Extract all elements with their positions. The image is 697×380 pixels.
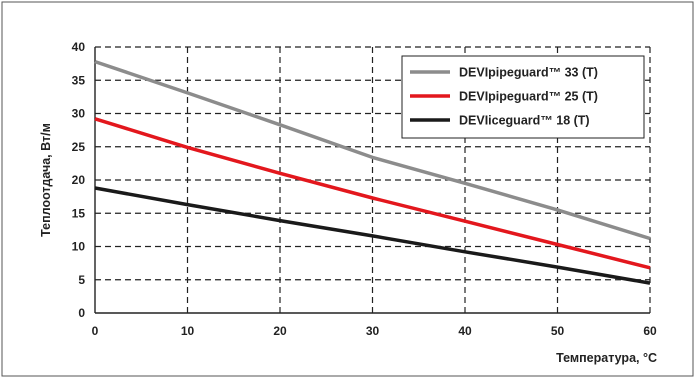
x-tick-label: 30 <box>366 324 380 338</box>
x-tick-label: 0 <box>92 324 99 338</box>
y-tick-label: 35 <box>72 73 86 87</box>
x-tick-label: 20 <box>273 324 287 338</box>
tick-labels: 0 5 10 15 20 25 30 35 40 0 10 20 30 40 50 60 <box>72 40 657 338</box>
y-tick-label: 15 <box>72 206 86 220</box>
x-axis-label: Температура, °С <box>556 351 657 365</box>
series-line-2 <box>94 186 651 285</box>
y-tick-label: 25 <box>72 140 86 154</box>
series-line-1 <box>94 117 651 270</box>
y-tick-label: 30 <box>72 107 86 121</box>
y-tick-label: 0 <box>78 306 85 320</box>
y-tick-label: 5 <box>78 273 85 287</box>
series-lines <box>94 59 651 285</box>
y-tick-label: 40 <box>72 40 86 54</box>
y-axis-label: Теплоотдача, Вт/м <box>39 123 53 237</box>
x-tick-label: 60 <box>643 324 657 338</box>
legend: DEVIpipeguard™ 33 (T) DEVIpipeguard™ 25 (… <box>401 55 645 139</box>
x-tick-label: 10 <box>181 324 195 338</box>
series-line-0 <box>94 59 651 241</box>
legend-label-1: DEVIpipeguard™ 25 (T) <box>459 90 598 104</box>
axes <box>94 47 650 314</box>
legend-label-2: DEVIiceguard™ 18 (T) <box>459 114 590 128</box>
x-tick-label: 50 <box>551 324 565 338</box>
y-tick-label: 10 <box>72 240 86 254</box>
y-tick-label: 20 <box>72 173 86 187</box>
x-tick-label: 40 <box>458 324 472 338</box>
legend-label-0: DEVIpipeguard™ 33 (T) <box>459 66 598 80</box>
